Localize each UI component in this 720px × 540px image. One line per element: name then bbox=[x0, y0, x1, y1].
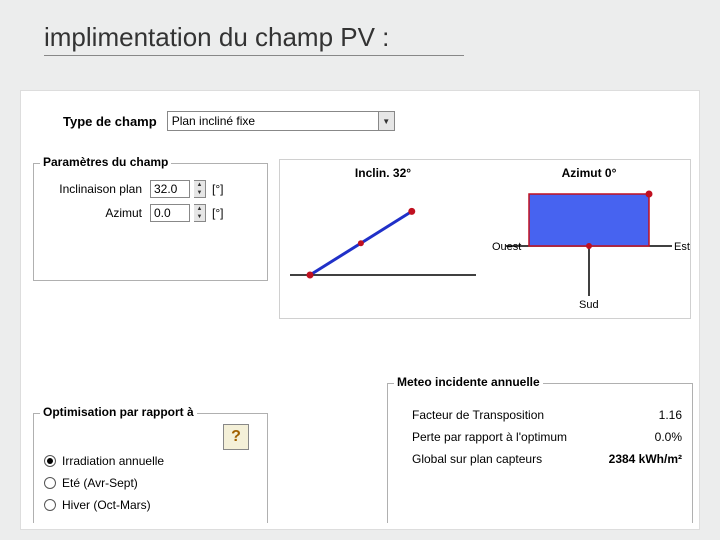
type-label: Type de champ bbox=[63, 114, 157, 129]
meteo-value: 2384 kWh/m² bbox=[609, 452, 682, 466]
azimut-label: Azimut bbox=[40, 206, 146, 220]
radio-option[interactable]: Irradiation annuelle bbox=[34, 450, 267, 472]
form-panel: Type de champ Plan incliné fixe ▼ Paramè… bbox=[20, 90, 700, 530]
optim-group-title: Optimisation par rapport à bbox=[40, 405, 197, 419]
meteo-label: Perte par rapport à l'optimum bbox=[412, 430, 567, 444]
chevron-down-icon[interactable]: ▼ bbox=[378, 112, 394, 130]
radio-label: Irradiation annuelle bbox=[62, 454, 164, 468]
radio-label: Eté (Avr-Sept) bbox=[62, 476, 138, 490]
meteo-group-title: Meteo incidente annuelle bbox=[394, 375, 543, 389]
radio-icon[interactable] bbox=[44, 499, 56, 511]
params-group: Paramètres du champ Inclinaison plan 32.… bbox=[33, 163, 268, 281]
svg-text:Sud: Sud bbox=[579, 299, 599, 311]
azimut-stepper[interactable]: ▲ ▼ bbox=[194, 204, 206, 222]
radio-icon[interactable] bbox=[44, 455, 56, 467]
type-row: Type de champ Plan incliné fixe ▼ bbox=[63, 111, 395, 131]
azimut-unit: [°] bbox=[212, 206, 223, 220]
meteo-rows: Facteur de Transposition 1.16 Perte par ra… bbox=[388, 384, 692, 470]
meteo-label: Facteur de Transposition bbox=[412, 408, 544, 422]
params-group-title: Paramètres du champ bbox=[40, 155, 171, 169]
chevron-up-icon[interactable]: ▲ bbox=[194, 205, 205, 213]
inclination-unit: [°] bbox=[212, 182, 223, 196]
optim-group: Optimisation par rapport à ? Irradiation… bbox=[33, 413, 268, 523]
diagram-panel: Inclin. 32° Azimut 0° Ouest Est Sud bbox=[279, 159, 691, 319]
slide: implimentation du champ PV : Type de cha… bbox=[0, 0, 720, 540]
inclination-diagram-title: Inclin. 32° bbox=[280, 166, 486, 180]
chevron-down-icon[interactable]: ▼ bbox=[194, 213, 205, 221]
svg-text:Ouest: Ouest bbox=[492, 241, 521, 253]
azimut-svg: Ouest Est Sud bbox=[486, 160, 692, 320]
radio-label: Hiver (Oct-Mars) bbox=[62, 498, 151, 512]
inclination-input[interactable]: 32.0 bbox=[150, 180, 190, 198]
azimut-row: Azimut 0.0 ▲ ▼ [°] bbox=[40, 204, 261, 222]
meteo-row: Facteur de Transposition 1.16 bbox=[388, 404, 692, 426]
azimut-diagram-title: Azimut 0° bbox=[486, 166, 692, 180]
inclination-label: Inclinaison plan bbox=[40, 182, 146, 196]
meteo-row: Perte par rapport à l'optimum 0.0% bbox=[388, 426, 692, 448]
radio-option[interactable]: Hiver (Oct-Mars) bbox=[34, 494, 267, 516]
type-dropdown-value: Plan incliné fixe bbox=[168, 113, 378, 129]
inclination-svg bbox=[280, 160, 486, 320]
inclination-diagram: Inclin. 32° bbox=[280, 160, 486, 318]
inclination-row: Inclinaison plan 32.0 ▲ ▼ [°] bbox=[40, 180, 261, 198]
meteo-label: Global sur plan capteurs bbox=[412, 452, 542, 466]
svg-text:Est: Est bbox=[674, 241, 690, 253]
page-title: implimentation du champ PV : bbox=[44, 22, 464, 56]
radio-option[interactable]: Eté (Avr-Sept) bbox=[34, 472, 267, 494]
meteo-row: Global sur plan capteurs 2384 kWh/m² bbox=[388, 448, 692, 470]
azimut-diagram: Azimut 0° Ouest Est Sud bbox=[486, 160, 692, 318]
chevron-up-icon[interactable]: ▲ bbox=[194, 181, 205, 189]
meteo-group: Meteo incidente annuelle Facteur de Tran… bbox=[387, 383, 693, 523]
chevron-down-icon[interactable]: ▼ bbox=[194, 189, 205, 197]
radio-icon[interactable] bbox=[44, 477, 56, 489]
type-dropdown[interactable]: Plan incliné fixe ▼ bbox=[167, 111, 395, 131]
meteo-value: 0.0% bbox=[655, 430, 682, 444]
meteo-value: 1.16 bbox=[659, 408, 682, 422]
inclination-stepper[interactable]: ▲ ▼ bbox=[194, 180, 206, 198]
azimut-input[interactable]: 0.0 bbox=[150, 204, 190, 222]
help-button[interactable]: ? bbox=[223, 424, 249, 450]
